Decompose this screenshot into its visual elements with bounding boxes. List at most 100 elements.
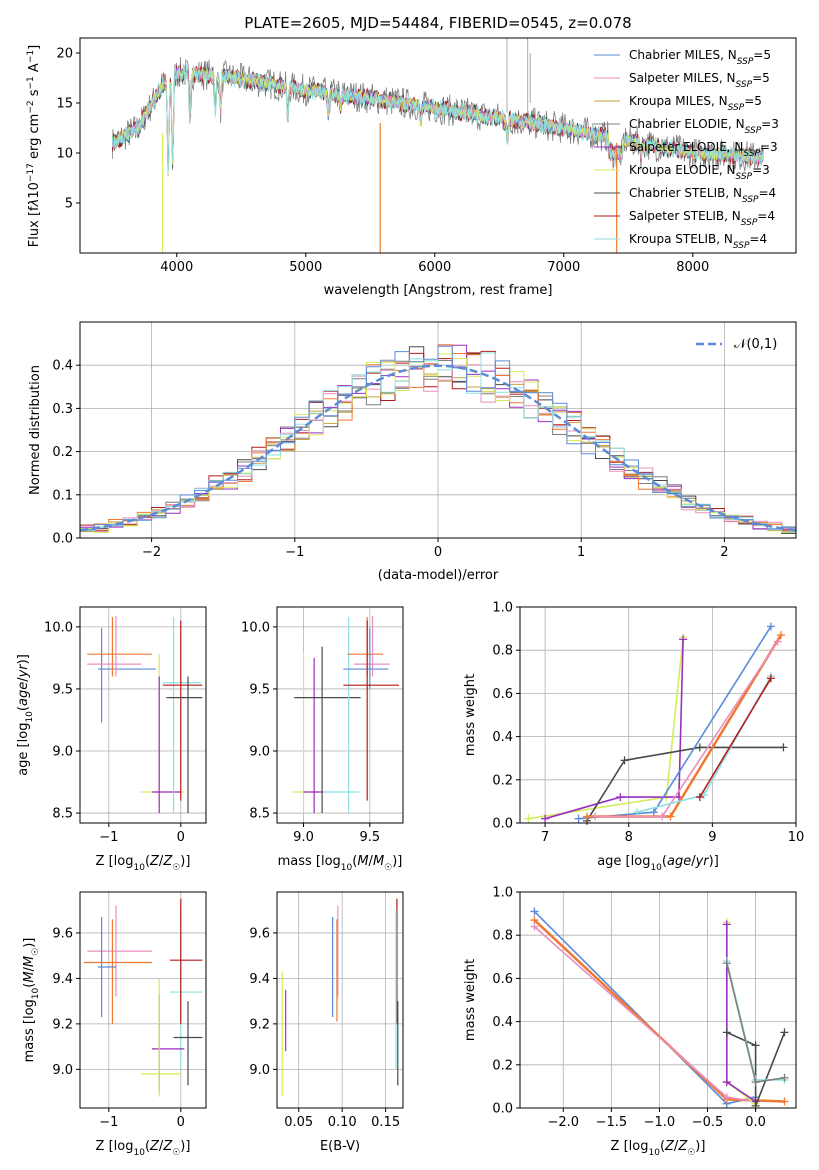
residuals-xlabel: (data-model)/error: [378, 568, 499, 583]
x-tick-label: 5000: [289, 260, 322, 275]
massweight-vs-age-frame: [519, 606, 797, 824]
series-marker: [766, 622, 775, 631]
x-tick-label: 7: [541, 830, 549, 845]
x-tick-label: −2: [142, 545, 161, 560]
series-line: [544, 639, 684, 820]
y-tick-label: 0.0: [52, 532, 73, 547]
series-marker: [776, 631, 785, 640]
x-tick-label: 2: [720, 545, 728, 560]
y-tick-label: 0.0: [492, 1102, 513, 1117]
legend-label: Chabrier MILES, NSSP=5: [629, 48, 771, 67]
spectrum-line: [111, 63, 764, 174]
x-tick-label: 9: [708, 830, 716, 845]
residuals-ylabel: Normed distribution: [28, 365, 43, 495]
mass-vs-ebv-xlabel: E(B-V): [320, 1139, 360, 1154]
massweight-vs-Z-panel: −2.0 −1.5 −1.0 −0.5 0.0 0.0 0.2 0.4 0.6 0.8 1.0 Z …: [463, 886, 797, 1158]
massweight-vs-Z-ticks: −2.0 −1.5 −1.0 −0.5 0.0 0.0 0.2 0.4 0.6 0.8 1.0: [492, 886, 766, 1131]
series-line: [699, 677, 772, 798]
series-marker: [633, 808, 642, 817]
legend-label: Salpeter STELIB, NSSP=4: [629, 209, 775, 228]
y-tick-label: 1.0: [492, 886, 513, 901]
y-tick-label: 0.4: [492, 730, 513, 745]
y-tick-label: 0.8: [492, 644, 513, 659]
massweight-vs-Z-ylabel: mass weight: [463, 959, 478, 1041]
mass-vs-Z-ylabel: mass [log10(M/M☉)]: [22, 938, 41, 1063]
age-vs-Z-panel: −1 0 8.5 9.0 9.5 10.0 Z [log10(Z/Z☉)] age [lo…: [16, 606, 207, 873]
y-tick-label: 20: [56, 47, 73, 62]
x-tick-label: 8000: [676, 260, 709, 275]
series-marker: [751, 1078, 760, 1087]
mass-vs-Z-points: [83, 898, 203, 1097]
series-line: [586, 634, 782, 818]
series-line: [726, 922, 757, 1105]
y-tick-label: 0.8: [492, 929, 513, 944]
series-marker: [780, 1073, 789, 1082]
x-tick-label: 6000: [418, 260, 451, 275]
x-tick-label: 0.15: [371, 1115, 400, 1130]
series-marker: [658, 812, 667, 821]
figure-title: PLATE=2605, MJD=54484, FIBERID=0545, z=0…: [244, 14, 631, 32]
y-tick-label: 8.5: [249, 807, 270, 822]
series-marker: [780, 1097, 789, 1106]
residuals-legend: 𝒩(0,1): [696, 337, 777, 352]
x-tick-label: 0: [434, 545, 442, 560]
massweight-vs-age-panel: 7 8 9 10 0.0 0.2 0.4 0.6 0.8 1.0 age [log10(age/y…: [463, 601, 804, 874]
x-tick-label: 9.0: [293, 830, 314, 845]
residuals-ticks: −2 −1 0 1 2 0.0 0.1 0.2 0.3 0.4: [52, 359, 728, 560]
age-vs-mass-points: [292, 615, 400, 814]
series-marker: [666, 812, 675, 821]
legend-label: Kroupa ELODIE, NSSP=3: [629, 163, 770, 182]
x-tick-label: 9.5: [359, 830, 380, 845]
legend-label: Salpeter MILES, NSSP=5: [629, 71, 770, 90]
y-tick-label: 10.0: [241, 620, 270, 635]
x-tick-label: 0.10: [328, 1115, 357, 1130]
mass-vs-Z-panel: −1 0 9.0 9.2 9.4 9.6 Z [log10(Z/Z☉)] mass [lo…: [22, 891, 207, 1158]
massweight-vs-Z-xlabel: Z [log10(Z/Z☉)]: [611, 1139, 706, 1158]
y-tick-label: 8.5: [52, 807, 73, 822]
y-tick-label: 9.0: [249, 745, 270, 760]
series-marker: [773, 637, 782, 646]
legend-label: Kroupa MILES, NSSP=5: [629, 94, 762, 113]
series-marker: [722, 959, 731, 968]
age-vs-Z-frame: [79, 606, 207, 824]
age-vs-Z-points: [87, 615, 203, 814]
age-vs-mass-xlabel: mass [log10(M/M☉)]: [278, 854, 403, 873]
y-tick-label: 9.6: [249, 926, 270, 941]
y-tick-label: 0.2: [52, 445, 73, 460]
massweight-vs-Z-frame: [519, 891, 797, 1109]
y-tick-label: 9.5: [249, 682, 270, 697]
age-vs-Z-ticks: −1 0 8.5 9.0 9.5 10.0: [44, 620, 185, 845]
series-marker: [530, 907, 539, 916]
x-tick-label: 0: [177, 1115, 185, 1130]
y-tick-label: 9.4: [52, 972, 73, 987]
x-tick-label: 0: [177, 830, 185, 845]
spectrum-panel: 4000 5000 6000 7000 8000 5 10 15 20 wavelength […: [26, 37, 797, 298]
mass-vs-ebv-panel: 0.05 0.10 0.15 9.0 9.2 9.4 9.6 E(B-V): [249, 891, 404, 1154]
gaussian-legend-label: 𝒩(0,1): [734, 337, 777, 352]
y-tick-label: 1.0: [492, 601, 513, 616]
y-tick-label: 0.6: [492, 972, 513, 987]
y-tick-label: 9.2: [52, 1017, 73, 1032]
x-tick-label: 1: [577, 545, 585, 560]
legend-label: Chabrier ELODIE, NSSP=3: [629, 117, 779, 136]
spectrum-xlabel: wavelength [Angstrom, rest frame]: [324, 283, 553, 298]
y-tick-label: 10.0: [44, 620, 73, 635]
series-marker: [620, 756, 629, 765]
y-tick-label: 9.6: [52, 926, 73, 941]
legend-label: Chabrier STELIB, NSSP=4: [629, 186, 776, 205]
series-marker: [722, 1093, 731, 1102]
series-marker: [695, 743, 704, 752]
y-tick-label: 0.1: [52, 488, 73, 503]
series-marker: [722, 1028, 731, 1037]
y-tick-label: 15: [56, 97, 73, 112]
x-tick-label: 4000: [160, 260, 193, 275]
y-tick-label: 0.3: [52, 402, 73, 417]
y-tick-label: 9.0: [52, 1063, 73, 1078]
series-line: [726, 924, 757, 1103]
spectrum-lines: [111, 38, 764, 253]
series-line: [533, 926, 756, 1103]
x-tick-label: 0.0: [745, 1115, 766, 1130]
series-marker: [582, 812, 591, 821]
legend-label: Kroupa STELIB, NSSP=4: [629, 232, 767, 251]
